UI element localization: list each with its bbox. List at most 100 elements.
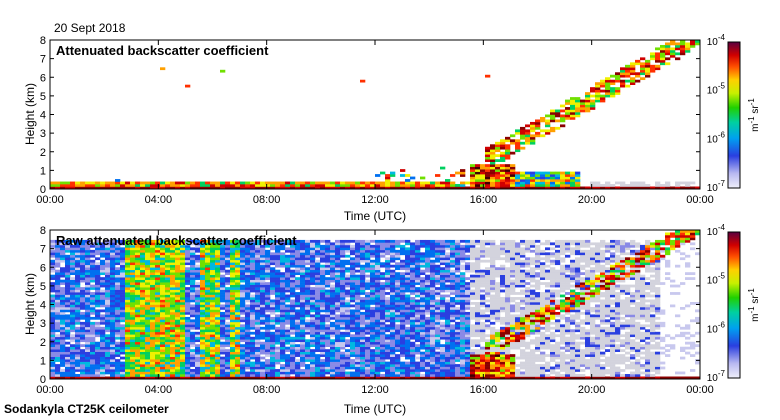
heatmap-cell [590, 186, 596, 190]
heatmap-cell [195, 272, 201, 275]
heatmap-cell [300, 242, 306, 246]
heatmap-cell [450, 184, 456, 187]
heatmap-cell [110, 244, 116, 248]
heatmap-cell [290, 247, 296, 251]
heatmap-cell [345, 254, 351, 258]
heatmap-cell [140, 284, 146, 288]
heatmap-cell [60, 269, 66, 273]
heatmap-cell [190, 341, 196, 345]
heatmap-cell [245, 299, 251, 303]
heatmap-cell [120, 341, 126, 345]
heatmap-cell [375, 302, 381, 305]
heatmap-cell [305, 321, 311, 325]
heatmap-cell [495, 154, 501, 158]
heatmap-cell [405, 274, 411, 278]
heatmap-cell [375, 341, 381, 345]
heatmap-cell [150, 277, 156, 280]
heatmap-cell [430, 279, 436, 283]
heatmap-cell [510, 151, 516, 155]
heatmap-cell [400, 259, 406, 263]
heatmap-cell [145, 292, 151, 295]
heatmap-cell [510, 184, 516, 187]
heatmap-cell [315, 324, 321, 328]
heatmap-cell [395, 239, 401, 243]
heatmap-cell [125, 326, 131, 330]
heatmap-cell [245, 354, 251, 357]
heatmap-cell [60, 351, 66, 355]
heatmap-cell [385, 272, 391, 275]
heatmap-cell [75, 254, 81, 258]
heatmap-cell [185, 186, 191, 190]
heatmap-cell [280, 181, 286, 185]
heatmap-cell [430, 311, 436, 315]
heatmap-cell [125, 279, 131, 283]
heatmap-cell [160, 289, 166, 293]
heatmap-cell [260, 252, 266, 256]
heatmap-cell [470, 186, 476, 190]
heatmap-cell [230, 321, 236, 325]
heatmap-cell [565, 112, 571, 115]
heatmap-cell [425, 239, 431, 243]
heatmap-cell [390, 349, 396, 352]
heatmap-cell [130, 267, 136, 271]
heatmap-cell [165, 279, 171, 283]
heatmap-cell [370, 376, 376, 380]
heatmap-cell [380, 321, 386, 325]
heatmap-cell [635, 59, 641, 63]
heatmap-cell [425, 369, 431, 372]
heatmap-cell [215, 254, 221, 258]
heatmap-cell [215, 324, 221, 328]
heatmap-cell [405, 339, 411, 343]
heatmap-cell [275, 184, 281, 187]
heatmap-cell [435, 277, 441, 280]
heatmap-cell [365, 269, 371, 273]
heatmap-cell [120, 267, 126, 271]
heatmap-cell [510, 181, 516, 185]
heatmap-cell [130, 366, 136, 370]
heatmap-cell [190, 259, 196, 263]
heatmap-cell [375, 247, 381, 251]
heatmap-cell [105, 289, 111, 293]
heatmap-cell [380, 184, 386, 187]
heatmap-cell [340, 309, 346, 313]
heatmap-cell [55, 257, 61, 261]
heatmap-cell [315, 269, 321, 273]
heatmap-cell [435, 242, 441, 246]
heatmap-cell [350, 351, 356, 355]
heatmap-cell [200, 376, 206, 380]
heatmap-cell [130, 299, 136, 303]
heatmap-cell [95, 366, 101, 370]
heatmap-cell [515, 149, 521, 153]
heatmap-cell [165, 321, 171, 325]
heatmap-cell [335, 354, 341, 357]
heatmap-cell [290, 309, 296, 313]
heatmap-cell [410, 311, 416, 315]
heatmap-cell [220, 329, 226, 333]
x-tick-label: 00:00 [686, 194, 714, 206]
heatmap-cell [230, 294, 236, 298]
heatmap-cell [565, 99, 571, 103]
heatmap-cell [165, 364, 171, 367]
heatmap-cell [375, 259, 381, 263]
heatmap-cell [405, 264, 411, 268]
heatmap-cell [150, 311, 156, 315]
heatmap-cell [150, 359, 156, 362]
heatmap-cell [65, 242, 71, 246]
heatmap-cell [345, 274, 351, 278]
heatmap-cell [425, 359, 431, 362]
heatmap-cell [420, 244, 426, 248]
heatmap-cell [320, 334, 326, 338]
heatmap-cell [420, 287, 426, 290]
heatmap-cell [400, 329, 406, 333]
heatmap-cell [425, 244, 431, 248]
heatmap-cell [280, 324, 286, 328]
heatmap-cell [390, 302, 396, 305]
heatmap-cell [645, 69, 651, 73]
heatmap-cell [55, 369, 61, 372]
heatmap-cell [295, 247, 301, 251]
heatmap-cell [280, 292, 286, 295]
heatmap-cell [660, 49, 666, 53]
heatmap-cell [435, 376, 441, 380]
heatmap-cell [365, 294, 371, 298]
heatmap-cell [200, 262, 206, 266]
